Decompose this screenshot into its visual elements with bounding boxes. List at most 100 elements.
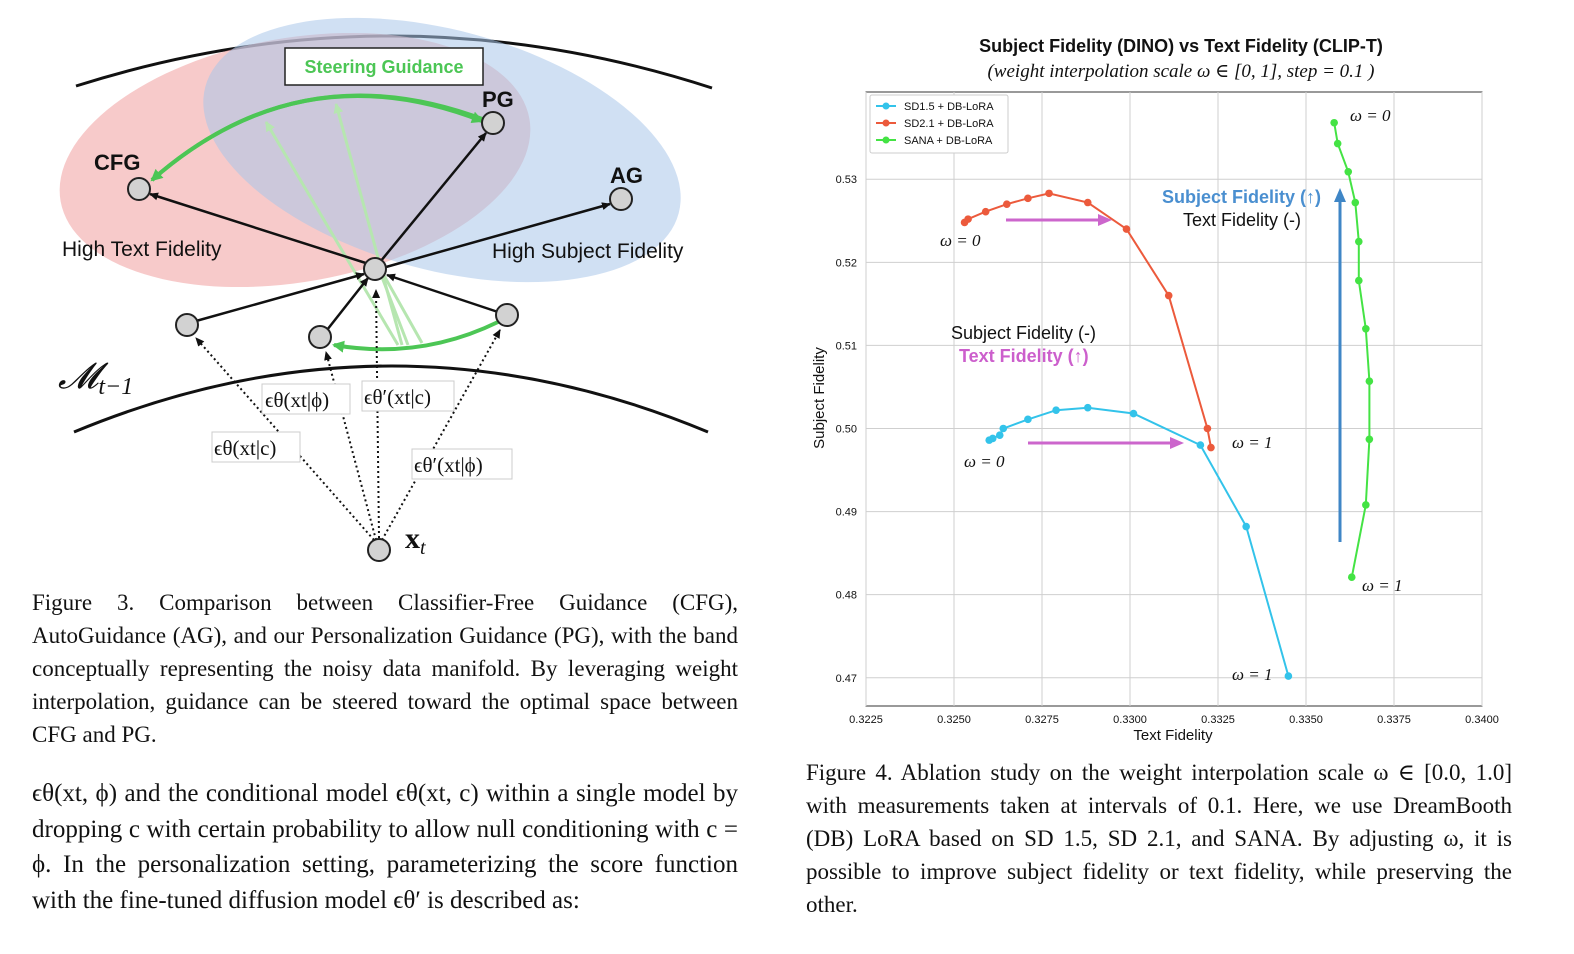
chart-title: Subject Fidelity (DINO) vs Text Fidelity… — [979, 36, 1383, 56]
data-point-series-0 — [995, 431, 1004, 439]
data-point-series-2 — [1351, 198, 1360, 207]
figure-4-chart: Subject Fidelity (DINO) vs Text Fidelity… — [811, 36, 1499, 744]
data-point-series-0 — [988, 434, 997, 443]
node-cfg — [127, 177, 151, 201]
legend-box — [869, 94, 1009, 154]
data-point-series-0 — [1083, 403, 1092, 412]
x-tick-label: 0.3375 — [1377, 714, 1411, 726]
manifold-lower-arc — [73, 364, 709, 434]
data-point-series-0 — [1242, 522, 1250, 531]
steering-curve-bottom — [332, 320, 499, 353]
omega-label-sana-1: ω = 1 — [1362, 576, 1402, 595]
x-tick-label: 0.3325 — [1201, 714, 1235, 726]
data-point-series-2 — [1362, 324, 1370, 333]
arrow-center-to-ag — [385, 202, 611, 269]
label-pg: PG — [482, 87, 514, 112]
figure-3-caption: Figure 3. Comparison between Classifier-… — [32, 590, 738, 747]
legend-marker-sana — [882, 136, 890, 144]
data-point-series-2 — [1365, 377, 1374, 385]
omega-label-sana-0: ω = 0 — [1350, 106, 1391, 125]
data-point-series-0 — [999, 424, 1008, 433]
chart-legend: SD1.5 + DB-LoRA SD2.1 + DB-LoRA SANA + D… — [869, 94, 1009, 154]
plot-area: 0.3225 0.3250 0.3275 0.3300 0.3325 0.3350 0.33… — [836, 91, 1499, 726]
xt-label: xt — [405, 522, 426, 559]
data-point-series-2 — [1330, 118, 1338, 127]
node-xt — [367, 538, 391, 562]
y-tick-label: 0.49 — [836, 507, 857, 519]
dotted-to-center — [372, 289, 381, 539]
steering-guidance-label: Steering Guidance — [304, 57, 463, 77]
label-high-text-fidelity: High Text Fidelity — [62, 238, 222, 261]
omega-label-sd15-1: ω = 1 — [1232, 665, 1272, 684]
node-right — [495, 303, 519, 327]
steering-arrow-3 — [378, 271, 410, 346]
data-point-series-1 — [964, 215, 972, 223]
data-point-series-1 — [1003, 200, 1011, 208]
dotted-to-mid-node — [324, 351, 377, 541]
arrow-subject-up-head — [1334, 188, 1346, 202]
steering-guidance-box — [284, 47, 484, 86]
x-tick-label: 0.3250 — [937, 714, 971, 726]
data-point-series-2 — [1365, 435, 1374, 444]
data-point-series-1 — [1024, 194, 1032, 203]
arrow-text-up-sd15-head — [1170, 437, 1184, 449]
data-point-series-1 — [981, 207, 990, 216]
data-point-series-1 — [1207, 443, 1215, 452]
data-point-series-0 — [1052, 406, 1060, 415]
arrow-center-to-cfg — [149, 192, 373, 267]
manifold-label: 𝓜t−1 — [58, 356, 133, 400]
legend-marker-sd15 — [882, 102, 890, 110]
omega-label-sd21-0: ω = 0 — [940, 231, 981, 250]
data-point-series-0 — [1196, 441, 1205, 449]
x-tick-label: 0.3275 — [1025, 714, 1059, 726]
legend-sana: SANA + DB-LoRA — [904, 135, 993, 147]
data-point-series-0 — [1024, 415, 1032, 424]
legend-sd21: SD2.1 + DB-LoRA — [904, 118, 994, 130]
y-tick-label: 0.50 — [836, 423, 857, 435]
figure-4-caption: Figure 4. Ablation study on the weight i… — [806, 760, 1512, 917]
x-tick-label: 0.3350 — [1289, 714, 1323, 726]
y-tick-label: 0.53 — [836, 174, 857, 186]
body-paragraph: ϵθ(xt, ϕ) and the conditional model ϵθ(x… — [32, 780, 738, 914]
data-point-series-0 — [1284, 672, 1293, 680]
y-axis-label: Subject Fidelity — [811, 347, 828, 449]
data-point-series-2 — [1362, 501, 1370, 509]
legend-marker-sd21 — [882, 119, 890, 127]
data-point-series-2 — [1355, 276, 1363, 285]
data-point-series-1 — [1122, 225, 1131, 233]
x-tick-label: 0.3400 — [1465, 714, 1499, 726]
figure-3-diagram: Steering Guidance CFG PG AG High Text Fi… — [58, 17, 713, 562]
plot-frame — [865, 91, 1483, 707]
annotation-subject-fidelity-up: Subject Fidelity (↑) — [1162, 187, 1321, 207]
eps-label-thetaprime-phi: ϵθ′(xt|ϕ) — [414, 453, 483, 477]
data-point-series-2 — [1347, 573, 1356, 582]
x-tick-label: 0.3300 — [1113, 714, 1147, 726]
annotation-text-fidelity-neutral: Text Fidelity (-) — [1183, 210, 1301, 230]
chart-subtitle: (weight interpolation scale ω ∈ [0, 1], … — [987, 61, 1374, 82]
y-tick-label: 0.51 — [836, 340, 857, 352]
x-tick-label: 0.3225 — [849, 714, 883, 726]
steering-curve-top-head — [150, 93, 484, 182]
label-cfg: CFG — [94, 150, 140, 175]
annotation-text-fidelity-up: Text Fidelity (↑) — [959, 346, 1089, 366]
steering-arrow-4 — [380, 271, 424, 344]
arrow-center-to-pg — [379, 132, 487, 263]
eps-label-thetaprime-c: ϵθ′(xt|c) — [364, 385, 431, 409]
omega-label-sd15-0: ω = 0 — [964, 452, 1005, 471]
node-left — [175, 313, 199, 337]
x-axis-label: Text Fidelity — [1133, 727, 1213, 744]
node-pg — [481, 111, 505, 135]
node-ag — [609, 187, 633, 211]
node-mid — [308, 325, 332, 349]
y-tick-label: 0.47 — [836, 673, 857, 685]
eps-label-theta-c: ϵθ(xt|c) — [214, 436, 276, 460]
data-point-series-1 — [1164, 291, 1173, 300]
manifold-subscript: t−1 — [98, 374, 133, 400]
arrow-mid-node-to-center — [326, 277, 369, 331]
data-point-series-1 — [1203, 424, 1212, 433]
annotation-subject-fidelity-neutral: Subject Fidelity (-) — [951, 323, 1096, 343]
data-point-series-0 — [1129, 409, 1138, 418]
label-high-subject-fidelity: High Subject Fidelity — [492, 240, 684, 263]
arrow-right-node-to-center — [386, 273, 499, 314]
data-point-series-2 — [1333, 139, 1342, 148]
